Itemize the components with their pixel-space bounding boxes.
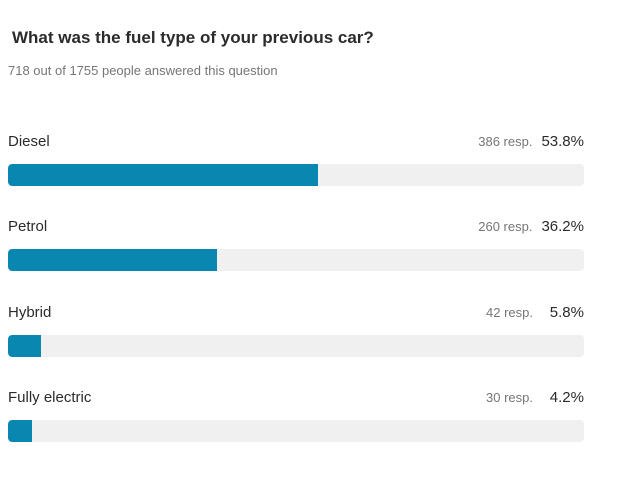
option-stats: 30 resp. 4.2% xyxy=(486,389,584,406)
progress-bar-fill xyxy=(8,420,33,442)
progress-bar-track xyxy=(8,335,584,357)
option-stats: 386 resp. 53.8% xyxy=(478,133,584,150)
progress-bar-track xyxy=(8,249,584,271)
question-title: What was the fuel type of your previous … xyxy=(12,28,374,47)
option-label: Petrol xyxy=(8,218,48,235)
response-count: 30 resp. xyxy=(486,390,533,405)
option-fully-electric: Fully electric 30 resp. 4.2% xyxy=(8,389,584,445)
progress-bar-fill xyxy=(8,164,318,186)
option-stats: 42 resp. 5.8% xyxy=(486,304,584,321)
response-percent: 4.2% xyxy=(549,389,584,406)
progress-bar-fill xyxy=(8,249,217,271)
response-count: 386 resp. xyxy=(478,134,533,149)
option-label: Diesel xyxy=(8,133,50,150)
progress-bar-track xyxy=(8,420,584,442)
option-stats: 260 resp. 36.2% xyxy=(478,218,584,235)
response-percent: 36.2% xyxy=(541,218,584,235)
option-petrol: Petrol 260 resp. 36.2% xyxy=(8,218,584,274)
progress-bar-fill xyxy=(8,335,42,357)
option-label: Hybrid xyxy=(8,304,52,321)
option-label: Fully electric xyxy=(8,389,92,406)
response-count: 260 resp. xyxy=(478,219,533,234)
progress-bar-track xyxy=(8,164,584,186)
response-percent: 5.8% xyxy=(549,304,584,321)
response-percent: 53.8% xyxy=(541,133,584,150)
option-hybrid: Hybrid 42 resp. 5.8% xyxy=(8,304,584,360)
option-diesel: Diesel 386 resp. 53.8% xyxy=(8,133,584,189)
response-count: 42 resp. xyxy=(486,305,533,320)
response-summary: 718 out of 1755 people answered this que… xyxy=(8,63,278,78)
